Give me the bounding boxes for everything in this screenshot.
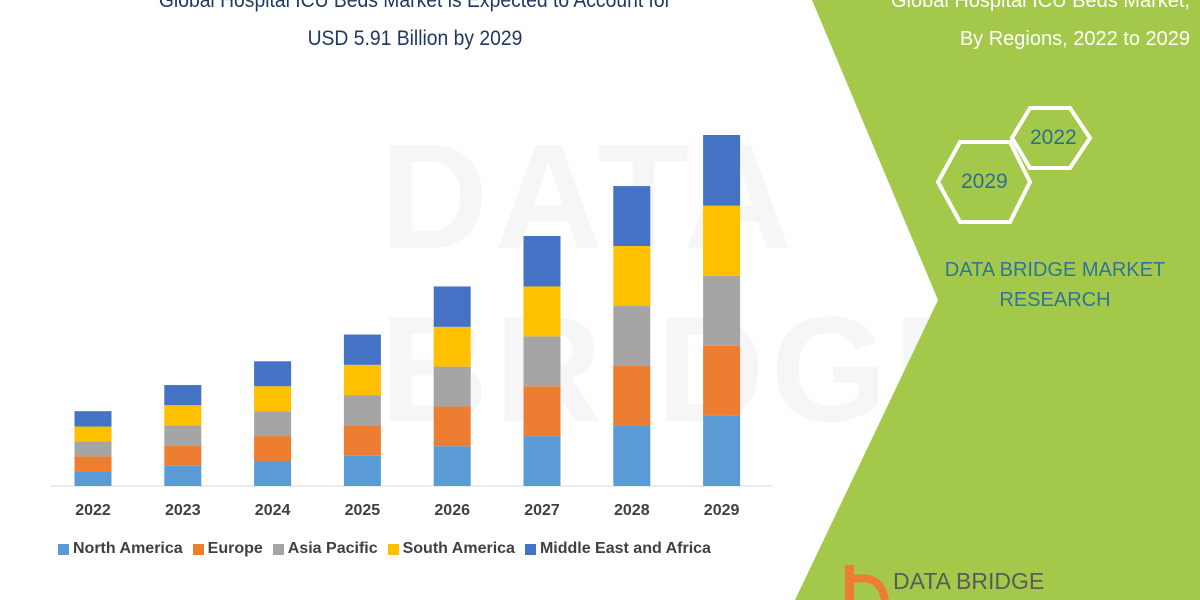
side-title-line-1: Global Hospital ICU Beds Market, [890,0,1190,12]
hex-year-2029: 2029 [961,170,1008,193]
bar-segment-2029-1 [703,345,741,416]
legend-item: North America [58,540,183,558]
bar-segment-2023-0 [164,465,202,486]
brand-line-1: DATA BRIDGE MARKET [944,259,1166,281]
hexagon-2022 [1009,106,1093,170]
side-title: Global Hospital ICU Beds Market, By Regi… [830,0,1190,58]
legend-swatch [58,543,69,555]
bar-segment-2023-1 [164,445,202,466]
bar-segment-2027-4 [523,235,561,287]
legend-label: South America [402,540,515,557]
logo-text: DATA BRIDGE [893,568,1045,594]
legend-item: Europe [192,540,263,558]
chart-title: Global Hospital ICU Beds Market is Expec… [88,0,741,58]
bar-segment-2023-3 [164,405,202,426]
bar-segment-2022-3 [74,426,112,442]
bar-segment-2029-2 [703,275,741,346]
legend-item: Asia Pacific [272,540,378,558]
x-tick-label: 2025 [344,502,381,519]
bar-segment-2024-1 [254,436,292,462]
hexagon-2029 [935,140,1033,224]
legend-label: North America [73,540,183,557]
bar-segment-2028-0 [613,426,651,486]
x-tick-label: 2029 [703,502,740,519]
side-title-line-2: By Regions, 2022 to 2029 [959,28,1190,50]
title-line-2: USD 5.91 Billion by 2029 [307,27,523,50]
bar-segment-2029-4 [703,135,741,206]
bar-segment-2028-2 [613,306,651,367]
x-tick-label: 2028 [614,502,650,519]
bar-segment-2024-0 [254,461,292,486]
x-tick-label: 2022 [75,502,111,519]
bar-segment-2022-4 [74,411,112,427]
bar-segment-2028-3 [613,246,651,307]
green-panel [795,0,1200,600]
legend-swatch [524,543,536,555]
bar-segment-2024-2 [254,411,292,437]
logo-icon [845,565,889,600]
bar-segment-2026-4 [433,286,471,327]
legend: North America Europe Asia Pacific South … [58,540,711,558]
legend-item: South America [387,540,515,558]
bar-segment-2022-0 [74,471,112,486]
bar-segment-2024-4 [254,361,292,387]
bar-segment-2026-2 [433,366,471,407]
x-tick-label: 2024 [254,502,291,519]
bar-segment-2022-2 [74,441,112,457]
bar-segment-2026-1 [433,406,471,447]
bars-group [74,135,741,486]
legend-swatch [192,543,204,555]
legend-label: Europe [207,540,263,557]
bar-segment-2025-2 [343,395,381,426]
legend-item: Middle East and Africa [524,540,711,558]
x-tick-label: 2027 [524,502,560,519]
legend-swatch [387,543,399,555]
bar-segment-2024-3 [254,386,292,412]
bar-segment-2027-3 [523,286,561,337]
bar-segment-2027-2 [523,336,561,387]
title-line-1: Global Hospital ICU Beds Market is Expec… [158,0,672,12]
legend-label: Asia Pacific [287,540,378,557]
brand-name: DATA BRIDGE MARKET RESEARCH [920,255,1190,315]
bar-segment-2029-0 [703,415,741,486]
legend-label: Middle East and Africa [539,540,711,557]
bar-segment-2026-3 [433,326,471,367]
legend-swatch [272,543,284,555]
bar-segment-2028-1 [613,366,651,427]
hex-year-2022: 2022 [1030,126,1077,149]
x-tick-label: 2026 [434,502,470,519]
bar-segment-2029-3 [703,205,741,276]
bar-segment-2023-4 [164,385,202,406]
bar-segment-2025-4 [343,334,381,365]
bar-segment-2026-0 [433,446,471,486]
bar-segment-2023-2 [164,425,202,446]
bar-segment-2027-1 [523,386,561,437]
x-tick-label: 2023 [165,502,201,519]
bar-segment-2028-4 [613,186,651,247]
bar-segment-2027-0 [523,436,561,486]
bar-segment-2025-0 [343,455,381,486]
bar-segment-2025-1 [343,425,381,456]
bar-segment-2025-3 [343,364,381,396]
bar-segment-2022-1 [74,456,112,472]
brand-line-2: RESEARCH [999,289,1111,311]
